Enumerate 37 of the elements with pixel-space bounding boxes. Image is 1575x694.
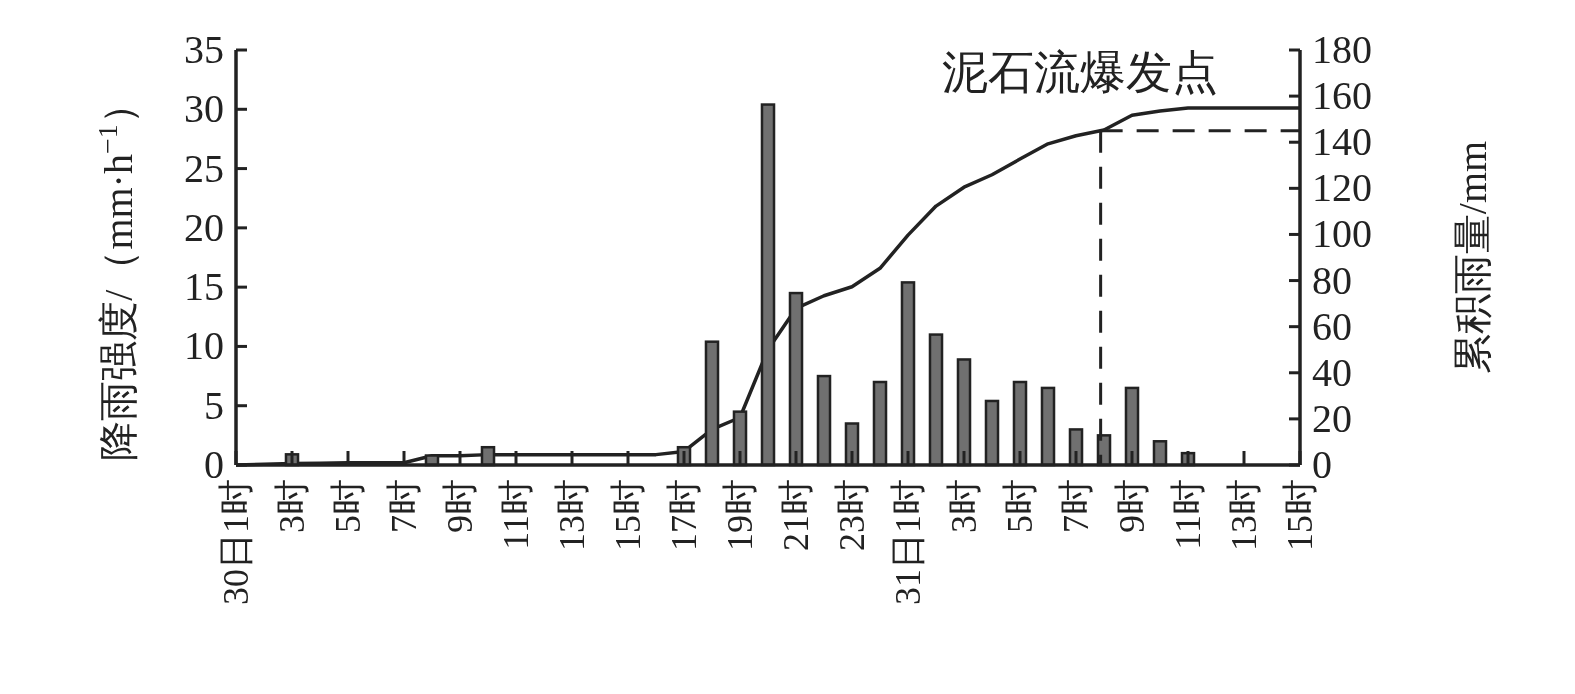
y2-tick-label: 80 (1312, 257, 1352, 303)
x-tick-label: 3时 (272, 479, 312, 533)
x-tick-label: 13时 (1224, 479, 1264, 551)
x-tick-label: 30日1时 (216, 479, 256, 605)
y-tick-label: 5 (204, 382, 224, 428)
x-tick-label: 9时 (440, 479, 480, 533)
y2-tick-label: 40 (1312, 349, 1352, 395)
x-tick-label: 31日1时 (888, 479, 928, 605)
y2-tick-label: 100 (1312, 211, 1372, 257)
y-tick-label: 20 (184, 204, 224, 250)
x-tick-label: 23时 (832, 479, 872, 551)
x-tick-label: 11时 (1168, 479, 1208, 550)
x-tick-label: 5时 (328, 479, 368, 533)
y2-tick-label: 60 (1312, 303, 1352, 349)
x-tick-label: 13时 (552, 479, 592, 551)
x-tick-label: 9时 (1112, 479, 1152, 533)
y-tick-label: 35 (184, 27, 224, 72)
y2-tick-label: 120 (1312, 165, 1372, 211)
y-tick-label: 10 (184, 323, 224, 369)
x-tick-label: 19时 (720, 479, 760, 551)
x-tick-label: 17时 (664, 479, 704, 551)
x-tick-label: 21时 (776, 479, 816, 551)
x-tick-label: 7时 (384, 479, 424, 533)
x-tick-label: 7时 (1056, 479, 1096, 533)
x-tick-label: 5时 (1000, 479, 1040, 533)
y-tick-label: 15 (184, 264, 224, 310)
y-tick-label: 30 (184, 86, 224, 132)
y2-tick-label: 20 (1312, 395, 1352, 441)
x-tick-label: 15时 (608, 479, 648, 551)
y2-tick-label: 180 (1312, 27, 1372, 72)
y-tick-label: 25 (184, 145, 224, 191)
x-tick-label: 11时 (496, 479, 536, 550)
annotation: 泥石流爆发点 (942, 47, 1218, 98)
y2-tick-label: 160 (1312, 73, 1372, 119)
y2-tick-label: 140 (1312, 119, 1372, 165)
y2-axis-title: 累积雨量/mm (1450, 140, 1495, 375)
x-tick-label: 3时 (944, 479, 984, 533)
